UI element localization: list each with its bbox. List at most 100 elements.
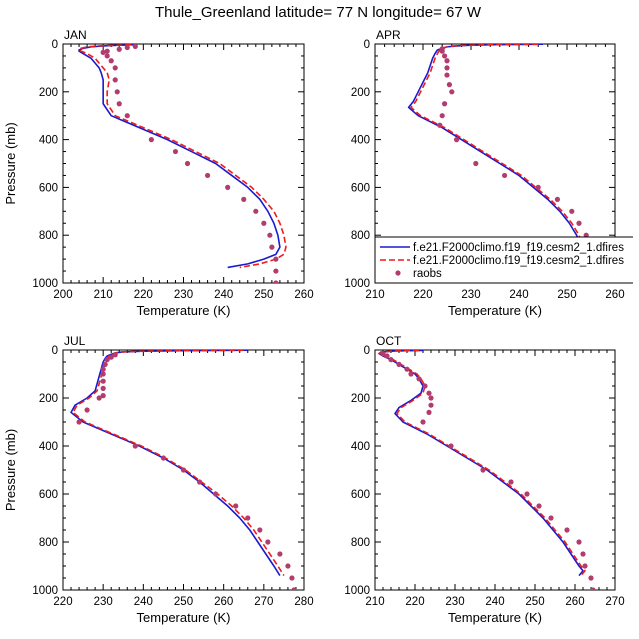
raobs-point — [148, 137, 154, 143]
raobs-point — [261, 220, 267, 226]
raobs-point — [102, 361, 108, 367]
raobs-point — [265, 539, 271, 545]
raobs-point — [408, 371, 414, 377]
raobs-point — [112, 77, 118, 83]
raobs-point — [536, 503, 542, 509]
raobs-point — [388, 357, 394, 363]
y-tick-label: 400 — [351, 441, 370, 453]
raobs-point — [277, 551, 283, 557]
y-tick-label: 1000 — [344, 278, 370, 290]
panel-jul: 220 230 240 250 260 270 280 0 200 400 600 800 1000 JU… — [3, 334, 314, 625]
raobs-point — [100, 393, 106, 399]
raobs-point — [257, 527, 263, 533]
x-tick-label: 280 — [294, 596, 313, 608]
y-tick-label: 400 — [39, 441, 58, 453]
raobs-point — [524, 491, 530, 497]
series-line-dashed — [378, 350, 586, 577]
raobs-point — [442, 101, 448, 107]
raobs-point — [205, 172, 211, 179]
raobs-point — [273, 268, 279, 274]
raobs-point — [76, 419, 82, 425]
x-tick-label: 260 — [294, 289, 313, 301]
y-tick-label: 200 — [39, 87, 58, 99]
figure-title: Thule_Greenland latitude= 77 N longitude… — [155, 4, 482, 21]
plot-frame — [62, 43, 305, 284]
x-tick-label: 260 — [214, 596, 233, 608]
panel-oct: 210 220 230 240 250 260 270 0 200 400 600 800 1000 OC… — [344, 334, 624, 625]
raobs-point — [454, 137, 460, 143]
raobs-point — [124, 113, 130, 119]
panel-label: APR — [376, 28, 401, 42]
raobs-point — [241, 196, 247, 202]
y-tick-label: 1000 — [32, 278, 58, 290]
y-tick-label: 0 — [364, 345, 370, 357]
raobs-point — [554, 196, 561, 202]
panel-apr: 210 220 230 240 250 260 0 200 400 600 800 1000 APR Te… — [344, 28, 624, 318]
x-tick-label: 250 — [174, 596, 193, 608]
y-axis-title: Pressure (mb) — [3, 122, 18, 204]
y-tick-label: 400 — [351, 135, 370, 147]
y-tick-label: 0 — [52, 39, 58, 51]
x-tick-label: 260 — [605, 289, 624, 301]
panels-group: 200 210 220 230 240 250 260 0 200 400 600 800 1000 JA… — [3, 28, 625, 625]
raobs-point — [104, 48, 110, 54]
legend-label: raobs — [413, 268, 442, 280]
x-tick-label: 260 — [565, 596, 584, 608]
raobs-point — [273, 256, 279, 262]
x-tick-label: 210 — [365, 289, 384, 301]
raobs-point — [416, 376, 422, 382]
raobs-point — [564, 527, 570, 533]
raobs-point — [100, 385, 106, 391]
raobs-point — [114, 89, 120, 95]
raobs-point — [548, 515, 554, 521]
x-tick-label: 210 — [365, 596, 384, 608]
raobs-point — [225, 184, 231, 190]
raobs-point — [502, 172, 508, 179]
x-tick-label: 220 — [134, 289, 153, 301]
y-tick-label: 0 — [364, 39, 370, 51]
y-tick-label: 800 — [39, 537, 58, 549]
legend-label: f.e21.F2000climo.f19_f19.cesm2_1.dfires — [413, 255, 624, 267]
raobs-point — [233, 503, 239, 509]
raobs-point — [184, 160, 191, 167]
raobs-point — [396, 361, 402, 367]
raobs-point — [439, 113, 445, 119]
raobs-point — [576, 220, 582, 226]
raobs-point — [273, 280, 279, 283]
raobs-point — [380, 351, 386, 357]
raobs-point — [172, 148, 179, 155]
raobs-point — [112, 352, 118, 358]
x-tick-label: 270 — [254, 596, 273, 608]
y-tick-label: 800 — [351, 537, 370, 549]
raobs-point — [508, 479, 514, 485]
raobs-point — [449, 89, 455, 95]
raobs-point — [291, 587, 297, 590]
plot-area — [378, 350, 596, 590]
raobs-point — [446, 82, 452, 88]
x-tick-label: 230 — [461, 289, 480, 301]
y-axis-title: Pressure (mb) — [3, 429, 18, 511]
x-tick-label: 230 — [445, 596, 464, 608]
series-line-solid — [378, 350, 584, 577]
raobs-point — [253, 208, 259, 214]
x-axis-title: Temperature (K) — [448, 303, 542, 318]
raobs-point — [269, 244, 275, 250]
y-tick-label: 1000 — [32, 585, 58, 597]
legend-marker-raobs — [395, 270, 401, 276]
x-tick-label: 210 — [94, 289, 113, 301]
series-line-dashed — [78, 44, 287, 269]
raobs-point — [124, 44, 130, 51]
legend-label: f.e21.F2000climo.f19_f19.cesm2_1.dfires — [413, 242, 624, 254]
series-line-solid — [70, 350, 281, 577]
x-axis-title: Temperature (K) — [137, 303, 231, 318]
x-tick-label: 220 — [405, 596, 424, 608]
raobs-point — [428, 402, 434, 408]
x-axis-title: Temperature (K) — [137, 610, 231, 625]
series-line-solid — [78, 44, 281, 269]
raobs-point — [480, 467, 486, 473]
raobs-point — [569, 208, 575, 214]
raobs-point — [100, 378, 106, 384]
raobs-point — [285, 563, 291, 569]
raobs-point — [112, 65, 118, 71]
x-tick-label: 240 — [509, 289, 528, 301]
